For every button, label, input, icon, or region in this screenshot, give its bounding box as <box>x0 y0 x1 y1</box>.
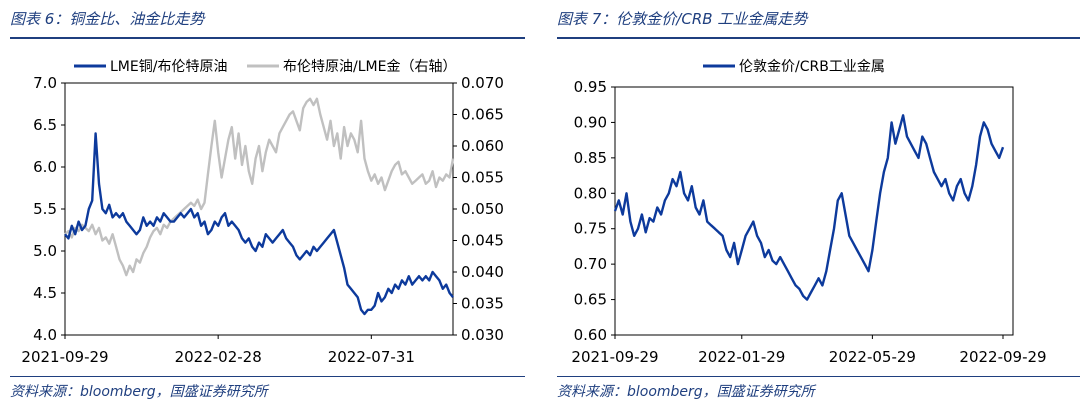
y-right-tick-label: 0.065 <box>461 106 504 124</box>
y-tick-label: 0.80 <box>574 184 607 202</box>
y-left-tick-label: 6.0 <box>33 158 57 176</box>
source-rule <box>557 376 1080 377</box>
y-right-tick-label: 0.035 <box>461 295 504 313</box>
gold-crb-metals-ratio-chart: 0.60 0.65 0.70 0.75 0.80 0.85 0.90 0.95 2021-09-… <box>571 59 1046 366</box>
y-tick-label: 0.75 <box>574 220 607 238</box>
y-tick-label: 0.85 <box>574 149 607 167</box>
x-tick-label: 2022-05-29 <box>829 348 916 366</box>
source-rule <box>10 376 525 377</box>
title-rule <box>10 37 525 39</box>
chart-source: 资料来源：bloomberg，国盛证券研究所 <box>10 384 268 400</box>
legend-label-copper-oil: LME铜/布伦特原油 <box>110 59 227 75</box>
y-tick-label: 0.60 <box>574 326 607 344</box>
y-right-tick-label: 0.050 <box>461 200 504 218</box>
title-rule <box>557 37 1080 39</box>
y-left-tick-label: 4.5 <box>33 284 57 302</box>
y-right-tick-label: 0.040 <box>461 263 504 281</box>
y-right-tick-label: 0.055 <box>461 169 504 187</box>
x-tick-label: 2022-01-29 <box>698 348 785 366</box>
legend-label-oil-gold: 布伦特原油/LME金（右轴） <box>283 59 456 75</box>
y-left-tick-label: 6.5 <box>33 116 57 134</box>
chart-panel-right: 图表 7：伦敦金价/CRB 工业金属走势 0.60 0.65 0.70 0.75 0.8… <box>547 0 1080 414</box>
y-tick-label: 0.65 <box>574 291 607 309</box>
x-tick-label: 2021-09-29 <box>21 348 108 366</box>
legend-label-gold-crb: 伦敦金价/CRB工业金属 <box>739 59 885 75</box>
y-tick-label: 0.90 <box>574 113 607 131</box>
y-tick-label: 0.95 <box>574 78 607 96</box>
x-tick-label: 2022-09-29 <box>959 348 1046 366</box>
series-line-copper-oil <box>64 132 454 316</box>
y-tick-label: 0.70 <box>574 255 607 273</box>
y-left-tick-label: 7.0 <box>33 74 57 92</box>
y-left-tick-label: 5.5 <box>33 200 57 218</box>
copper-oil-gold-ratio-chart: 4.0 4.5 5.0 5.5 6.0 6.5 7.0 0.030 0.035 0.040 0.04… <box>21 59 504 366</box>
plot-area-frame <box>64 82 454 336</box>
x-tick-label: 2021-09-29 <box>571 348 658 366</box>
chart-title: 图表 7：伦敦金价/CRB 工业金属走势 <box>557 10 808 28</box>
plot-area-frame <box>614 86 1014 336</box>
series-line-oil-gold <box>64 97 455 277</box>
x-tick-label: 2022-02-28 <box>175 348 262 366</box>
y-right-tick-label: 0.030 <box>461 326 504 344</box>
chart-title: 图表 6：铜金比、油金比走势 <box>10 10 205 28</box>
y-right-tick-label: 0.070 <box>461 74 504 92</box>
y-right-tick-label: 0.060 <box>461 137 504 155</box>
chart-source: 资料来源：bloomberg，国盛证券研究所 <box>557 384 815 400</box>
y-left-tick-label: 5.0 <box>33 242 57 260</box>
x-tick-label: 2022-07-31 <box>328 348 415 366</box>
series-line-gold-crb <box>613 114 1005 301</box>
chart-panel-left: 图表 6：铜金比、油金比走势 4.0 4.5 5.0 5.5 6.0 6.5 7.0 0.03… <box>0 0 525 414</box>
y-left-tick-label: 4.0 <box>33 326 57 344</box>
y-right-tick-label: 0.045 <box>461 232 504 250</box>
